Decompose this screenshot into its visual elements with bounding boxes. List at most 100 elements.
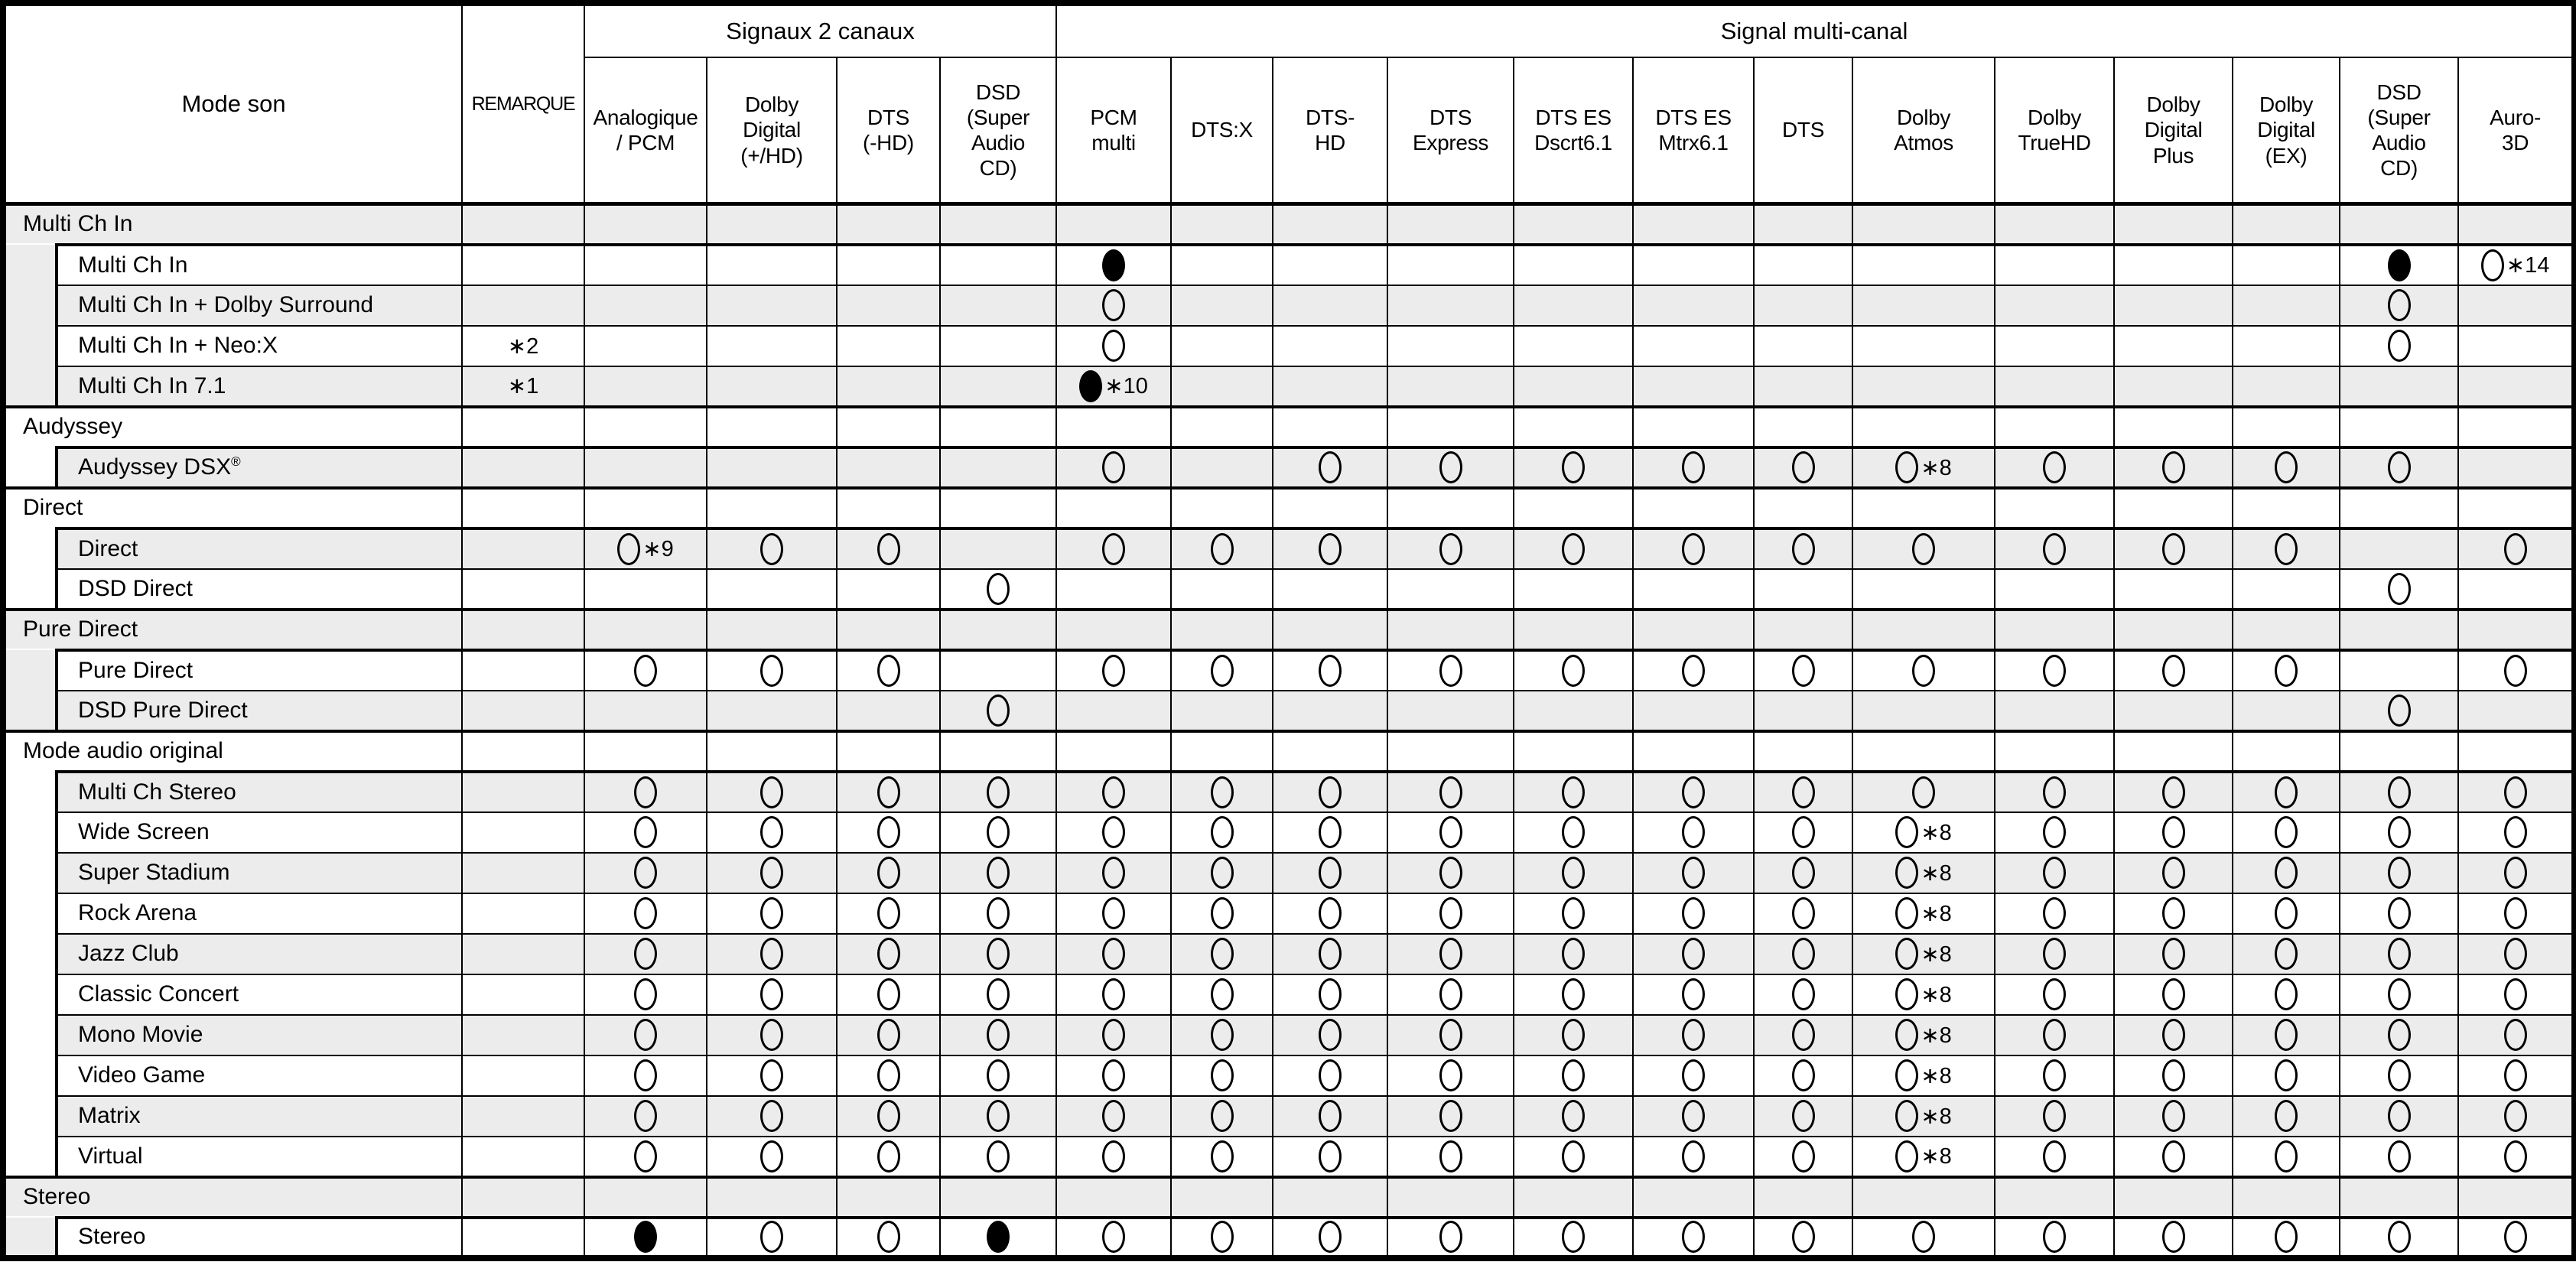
cell-dolby-truehd (1994, 769, 2116, 813)
ring-mark (2275, 897, 2298, 929)
cell-dsd-super-audio-cd-multi (2339, 1094, 2460, 1137)
cell-dolby-truehd (1994, 1094, 2116, 1137)
cell-dts-es-mtrx6-1 (1632, 1094, 1755, 1137)
ring-mark (760, 816, 784, 848)
cell-dts-minus-hd (836, 1215, 942, 1259)
cell-dts-es-dscrt6-1 (1513, 811, 1634, 854)
ring-mark (877, 776, 900, 808)
cell-dolby-digital-ex (2232, 405, 2341, 447)
section-label: Direct (2, 486, 463, 529)
cell-dts (1753, 1215, 1854, 1259)
ring-mark (2275, 776, 2298, 808)
cell-auro-3d (2457, 851, 2576, 894)
cell-dts-express (1387, 811, 1515, 854)
cell-dolby-digital-plus (2113, 1094, 2234, 1137)
cell-dts (1753, 1054, 1854, 1097)
cell-dolby-atmos: ∗8 (1852, 932, 1996, 975)
cell-dts (1753, 1135, 1854, 1178)
ring-mark (1439, 532, 1462, 565)
ring-mark (877, 897, 900, 929)
cell-dolby-atmos (1852, 689, 1996, 732)
cell-dts-x (1170, 526, 1274, 570)
ring-mark (877, 1100, 900, 1132)
cell-dts-hd (1272, 1094, 1389, 1137)
section-label: Audyssey (2, 405, 463, 447)
cell-dts-minus-hd (836, 932, 942, 975)
cell-dolby-atmos: ∗8 (1852, 851, 1996, 894)
cell-dts-es-mtrx6-1 (1632, 689, 1755, 732)
cell-dolby-truehd (1994, 242, 2116, 286)
cell-dsd-super-audio-cd-multi (2339, 284, 2460, 327)
section-label: Mode audio original (2, 729, 463, 772)
cell-pcm-multi (1055, 1175, 1173, 1218)
column-header-dts-minus-hd: DTS (-HD) (836, 57, 942, 206)
cell-dts (1753, 568, 1854, 610)
mode-row: Rock Arena ∗8 (2, 892, 2576, 935)
cell-dts-hd (1272, 1054, 1389, 1097)
ring-mark (987, 978, 1010, 1010)
ring-mark (1562, 776, 1586, 808)
cell-dolby-truehd (1994, 445, 2116, 489)
cell-dts-hd (1272, 568, 1389, 610)
cell-dolby-digital-ex (2232, 973, 2341, 1016)
cell-dts (1753, 242, 1854, 286)
ring-mark (1319, 897, 1342, 929)
cell-auro-3d (2457, 365, 2576, 408)
cell-dolby-digital-plus-hd (706, 607, 838, 650)
mode-label: Jazz Club (55, 932, 463, 975)
ring-mark (1319, 938, 1342, 970)
cell-pcm-multi (1055, 689, 1173, 732)
cell-analogique-pcm (584, 769, 708, 813)
cell-analogique-pcm (584, 1094, 708, 1137)
ring-mark (2275, 1019, 2298, 1051)
cell-pcm-multi (1055, 648, 1173, 691)
cell-remark (461, 648, 586, 691)
cell-dts-hd (1272, 1013, 1389, 1056)
cell-dolby-digital-plus-hd (706, 324, 838, 367)
column-header-dts-es-dscrt6-1: DTS ES Dscrt6.1 (1513, 57, 1634, 206)
cell-dts-hd (1272, 607, 1389, 650)
cell-auro-3d (2457, 811, 2576, 854)
ring-mark (1562, 1221, 1586, 1253)
cell-analogique-pcm (584, 648, 708, 691)
cell-dolby-digital-plus-hd (706, 851, 838, 894)
section-gutter (2, 528, 58, 569)
cell-analogique-pcm (584, 932, 708, 975)
ring-mark (2503, 776, 2527, 808)
footnote-ref: ∗8 (1921, 1023, 1952, 1048)
cell-dsd-super-audio-cd-2ch (939, 568, 1058, 610)
section-row: Stereo (2, 1175, 2576, 1218)
ring-mark (1895, 1100, 1919, 1132)
cell-dts (1753, 284, 1854, 327)
cell-dsd-super-audio-cd-multi (2339, 729, 2460, 772)
cell-dts-express (1387, 892, 1515, 935)
cell-dsd-super-audio-cd-multi (2339, 607, 2460, 650)
cell-dolby-digital-plus (2113, 892, 2234, 935)
ring-mark (1210, 857, 1234, 889)
ring-mark (877, 532, 900, 565)
ring-mark (1210, 532, 1234, 565)
cell-dts-es-mtrx6-1 (1632, 1215, 1755, 1259)
cell-auro-3d (2457, 729, 2576, 772)
cell-auro-3d (2457, 689, 2576, 732)
ring-mark (1562, 1019, 1586, 1051)
cell-dts-minus-hd (836, 324, 942, 367)
ring-mark (1682, 816, 1706, 848)
ring-mark (2275, 451, 2298, 483)
cell-dolby-digital-plus (2113, 526, 2234, 570)
section-gutter (2, 852, 58, 893)
cell-dts-minus-hd (836, 445, 942, 489)
ring-mark (1439, 1140, 1462, 1173)
cell-dsd-super-audio-cd-multi (2339, 405, 2460, 447)
ring-mark (2503, 1059, 2527, 1091)
cell-dolby-digital-plus (2113, 1135, 2234, 1178)
footnote-ref: ∗8 (1921, 1063, 1952, 1088)
cell-auro-3d (2457, 1013, 2576, 1056)
ring-mark (1210, 897, 1234, 929)
ring-mark (2275, 532, 2298, 565)
cell-pcm-multi (1055, 607, 1173, 650)
cell-dolby-truehd (1994, 729, 2116, 772)
ring-mark (634, 897, 658, 929)
ring-mark (1439, 776, 1462, 808)
cell-dsd-super-audio-cd-2ch (939, 1135, 1058, 1178)
